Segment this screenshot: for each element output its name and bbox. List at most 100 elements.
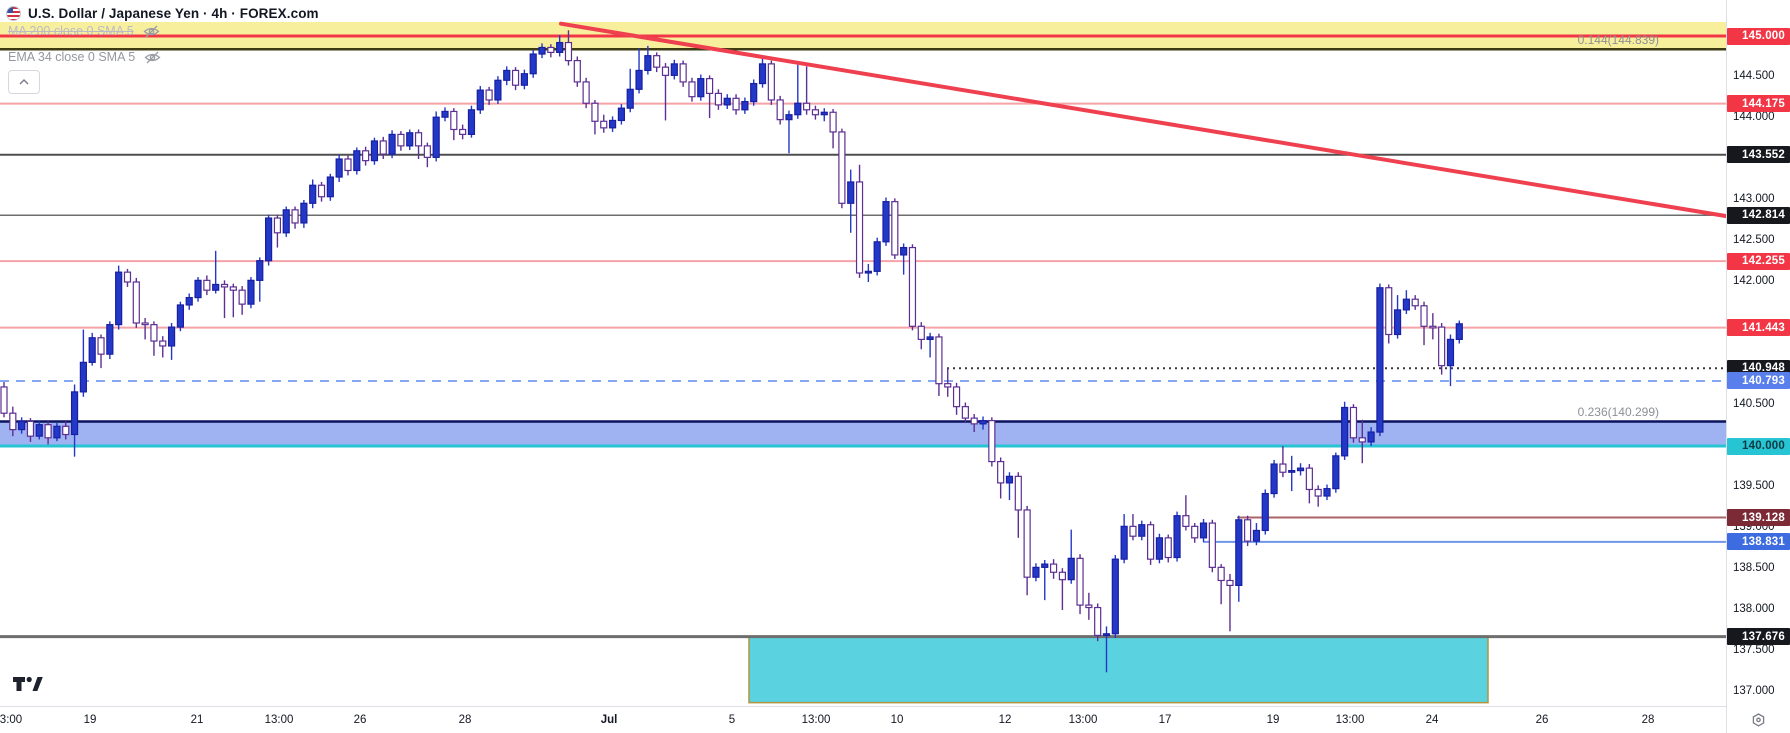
- candle-down: [159, 340, 167, 347]
- candle-up: [723, 97, 731, 106]
- candle-up: [335, 158, 343, 178]
- price-tick-label: 138.500: [1733, 562, 1775, 574]
- candle-up: [476, 89, 484, 111]
- candle-down: [9, 412, 17, 431]
- candle-down: [1014, 475, 1022, 511]
- candle-down: [97, 337, 105, 355]
- time-tick-label: 24: [1425, 714, 1439, 726]
- candle-up: [176, 304, 184, 328]
- candle-up: [1005, 475, 1014, 484]
- candle-down: [653, 55, 661, 68]
- candle-down: [1129, 525, 1137, 537]
- candle-up: [441, 110, 449, 118]
- descending-trendline[interactable]: [559, 21, 1726, 219]
- candle-down: [1182, 515, 1190, 527]
- price-tick-label: 137.500: [1733, 644, 1775, 656]
- candlestick-chart[interactable]: [0, 0, 1726, 706]
- chart-plot-area[interactable]: 0.144(144.839) 0.236(140.299) U.S. Dolla…: [0, 0, 1726, 706]
- time-tick-label: 10: [890, 714, 904, 726]
- candle-down: [838, 131, 846, 204]
- axis-settings-corner: [1727, 707, 1790, 733]
- candle-up: [617, 107, 626, 122]
- time-tick-label: 28: [1641, 714, 1655, 726]
- candle-up: [1367, 431, 1375, 443]
- legend-collapse-button[interactable]: [8, 70, 40, 94]
- candle-up: [847, 181, 855, 204]
- candle-down: [1279, 463, 1287, 473]
- candle-up: [750, 82, 758, 103]
- price-level-label-137.676: 137.676: [1727, 628, 1790, 646]
- candle-up: [1296, 467, 1305, 472]
- candle-up: [432, 116, 440, 158]
- blue-support-zone[interactable]: [0, 421, 1726, 446]
- candle-down: [1085, 604, 1093, 609]
- candle-up: [873, 241, 881, 272]
- candle-up: [882, 201, 890, 243]
- indicator-legend-ma200[interactable]: MA 200 close 0 SMA 5: [8, 23, 160, 39]
- candle-down: [0, 386, 8, 414]
- candle-up: [79, 361, 87, 393]
- price-level-label-145.000: 145.000: [1727, 27, 1790, 45]
- candle-up: [741, 100, 749, 111]
- candle-up: [1041, 563, 1049, 568]
- candle-up: [520, 73, 528, 86]
- time-tick-label: 21: [190, 714, 204, 726]
- candle-up: [926, 336, 934, 341]
- candle-down: [450, 110, 458, 131]
- candle-down: [1438, 326, 1446, 367]
- eye-off-icon[interactable]: [143, 25, 160, 38]
- gear-icon[interactable]: [1750, 712, 1767, 729]
- symbol-title-row[interactable]: U.S. Dollar / Japanese Yen · 4h · FOREX.…: [6, 3, 319, 23]
- price-level-label-138.831: 138.831: [1727, 533, 1790, 551]
- candle-down: [732, 97, 740, 111]
- price-axis[interactable]: 144.500 144.000 143.000 142.500 142.000 140.5…: [1727, 0, 1790, 706]
- candle-down: [600, 120, 608, 129]
- candle-up: [353, 150, 361, 172]
- price-level-label-141.443: 141.443: [1727, 319, 1790, 337]
- candle-up: [185, 296, 193, 306]
- candle-up: [35, 424, 43, 437]
- candle-up: [388, 133, 396, 155]
- candle-up: [697, 78, 705, 98]
- eye-off-icon[interactable]: [144, 51, 161, 64]
- candle-up: [1067, 557, 1075, 581]
- candle-up: [467, 109, 476, 136]
- candle-down: [997, 460, 1005, 484]
- candle-down: [229, 286, 237, 291]
- time-axis[interactable]: 3:00 19 21 13:00 26 28 Jul 5 13:00 10 12 13:00 17 19 1…: [0, 707, 1726, 733]
- candle-down: [908, 246, 917, 327]
- candle-up: [88, 337, 96, 363]
- usdjpy-flag-icon: [6, 5, 21, 21]
- candle-down: [767, 63, 775, 101]
- cyan-demand-box[interactable]: [748, 635, 1489, 704]
- candle-up: [635, 69, 643, 90]
- candle-down: [891, 201, 899, 256]
- candle-up: [70, 391, 79, 436]
- candle-up: [670, 63, 678, 76]
- candle-up: [1402, 298, 1410, 311]
- candle-up: [758, 63, 767, 85]
- fib-annotation-0236: 0.236(140.299): [1577, 405, 1659, 420]
- candle-down: [1411, 298, 1419, 307]
- candle-down: [591, 102, 599, 122]
- candle-down: [1217, 566, 1225, 582]
- candle-down: [705, 78, 714, 94]
- candle-up: [864, 270, 872, 274]
- candle-down: [1420, 305, 1428, 327]
- tradingview-logo[interactable]: [13, 674, 43, 694]
- candle-up: [1332, 455, 1340, 490]
- candle-up: [794, 102, 802, 116]
- candle-down: [273, 217, 282, 234]
- candle-down: [952, 386, 961, 408]
- candle-up: [406, 132, 414, 147]
- candle-down: [220, 283, 229, 288]
- candle-up: [18, 420, 26, 431]
- axis-separator-horizontal: [0, 706, 1726, 707]
- candle-up: [644, 55, 652, 72]
- price-tick-label: 144.500: [1733, 70, 1775, 82]
- candle-down: [1314, 488, 1322, 497]
- indicator-legend-ema34[interactable]: EMA 34 close 0 SMA 5: [8, 49, 161, 65]
- candle-up: [53, 425, 61, 439]
- symbol-title[interactable]: U.S. Dollar / Japanese Yen · 4h · FOREX.…: [28, 5, 319, 21]
